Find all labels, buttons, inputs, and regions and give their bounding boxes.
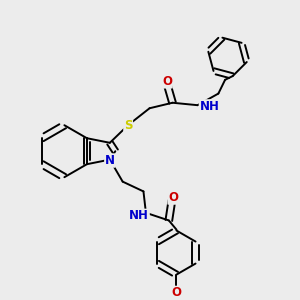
Text: O: O — [162, 75, 172, 88]
Text: O: O — [168, 191, 178, 204]
Text: S: S — [124, 118, 132, 132]
Text: NH: NH — [129, 209, 149, 222]
Text: O: O — [172, 286, 182, 299]
Text: NH: NH — [200, 100, 219, 113]
Text: N: N — [105, 154, 115, 167]
